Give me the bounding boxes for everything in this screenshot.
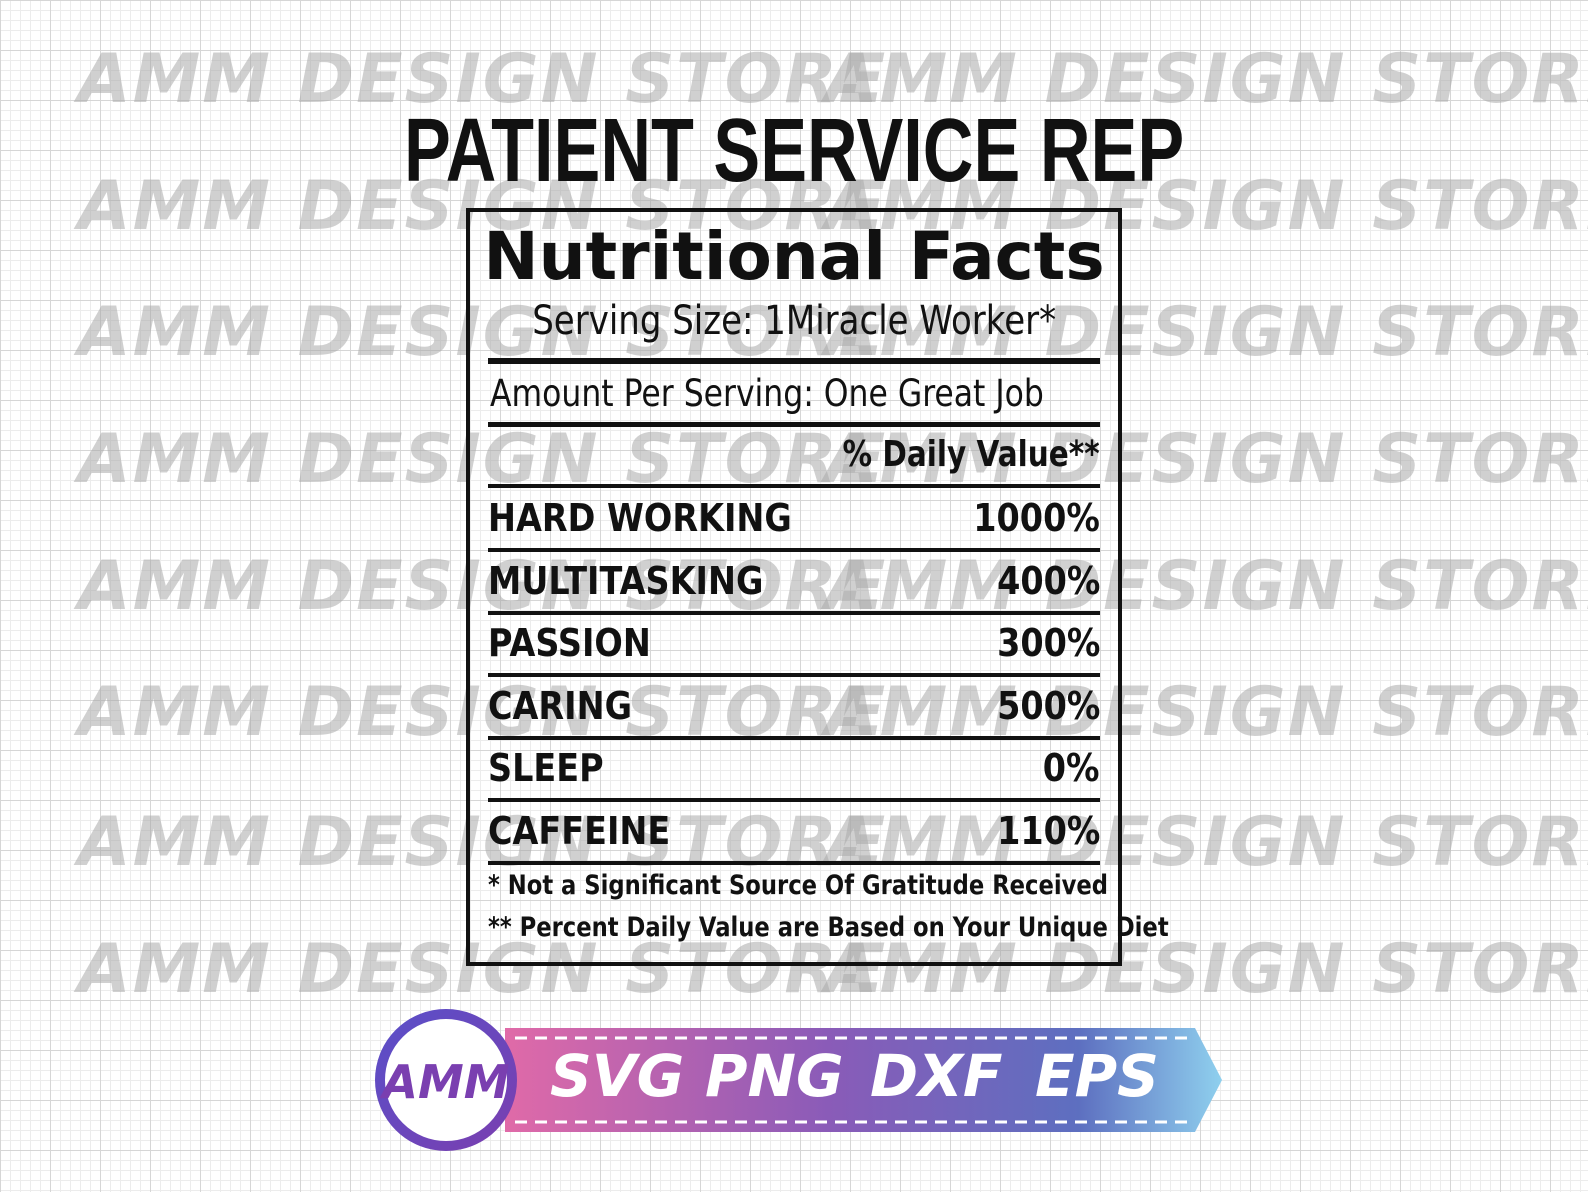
nutrient-row: CAFFEINE 110% [488,809,1100,859]
label-title: Nutritional Facts [483,218,1105,295]
logo-text: AMM [379,1055,509,1109]
divider [488,673,1100,677]
divider [488,548,1100,552]
badge: AMM [375,1009,1222,1151]
footnote: * Not a Significant Source Of Gratitude … [488,870,1226,901]
divider [488,358,1100,364]
header-title: PATIENT SERVICE REP [403,101,1185,201]
nutrient-row: MULTITASKING 400% [488,559,1100,609]
nutrient-row: CARING 500% [488,684,1100,734]
divider [488,610,1100,615]
daily-value-text: % Daily Value** [842,434,1100,475]
watermark-text: AMM DESIGN STORE [825,167,1588,246]
divider [488,735,1100,740]
nutrient-name: CAFFEINE [488,808,671,853]
nutrient-name: PASSION [488,621,651,665]
nutrient-value: 400% [996,558,1100,603]
divider [488,422,1100,427]
nutrient-value: 0% [1043,746,1100,790]
nutrient-value: 300% [996,621,1100,665]
format-label: EPS [1035,1042,1159,1110]
daily-value-header: % Daily Value** [488,434,1100,475]
divider [488,484,1100,488]
watermark-text: AMM DESIGN STORE [78,167,888,246]
serving-size: Serving Size: 1Miracle Worker* [466,298,1122,344]
footnote-text: ** Percent Daily Value are Based on Your… [488,912,1169,943]
format-label: SVG [550,1042,685,1110]
nutrient-value: 1000% [973,496,1100,540]
watermark-text: AMM DESIGN STORE [825,40,1588,119]
nutrient-row: HARD WORKING 1000% [488,496,1100,546]
nutrient-value: 500% [996,683,1100,728]
ribbon [505,1028,1222,1132]
serving-size-text: Serving Size: 1Miracle Worker* [532,298,1056,344]
watermark-text: AMM DESIGN STORE [825,930,1588,1009]
nutrient-row: SLEEP 0% [488,746,1100,796]
divider [488,860,1100,865]
watermark-text: AMM DESIGN STORE [825,803,1588,882]
amount-text: Amount Per Serving: One Great Job [490,372,1044,415]
format-label: DXF [870,1042,1003,1110]
logo-ring [375,1009,517,1151]
watermark-text: AMM DESIGN STORE [78,930,888,1009]
header: PATIENT SERVICE REP [0,100,1588,203]
nutrient-row: PASSION 300% [488,621,1100,671]
divider [488,798,1100,802]
nutrient-name: HARD WORKING [488,496,792,540]
nutrient-name: CARING [488,683,633,728]
label-box [466,208,1122,966]
footnote-text: * Not a Significant Source Of Gratitude … [488,870,1109,901]
watermark-text: AMM DESIGN STORE [78,803,888,882]
nutrient-name: MULTITASKING [488,558,764,603]
amount-per-serving: Amount Per Serving: One Great Job [490,372,1142,415]
nutrient-name: SLEEP [488,746,604,790]
format-label: PNG [705,1042,844,1110]
nutrient-value: 110% [996,808,1100,853]
footnote: ** Percent Daily Value are Based on Your… [488,912,1298,943]
watermark-text: AMM DESIGN STORE [78,40,888,119]
